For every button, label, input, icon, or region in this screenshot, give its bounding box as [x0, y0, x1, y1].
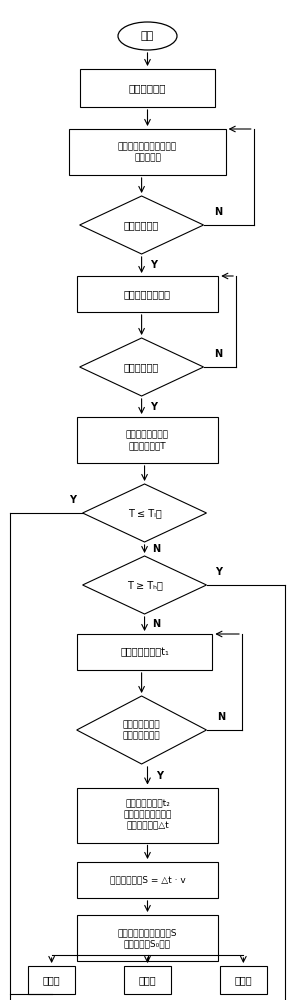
Text: N: N	[214, 207, 222, 217]
Text: 记录下降沿时间t₁: 记录下降沿时间t₁	[120, 647, 169, 657]
Text: 合格率: 合格率	[139, 975, 156, 985]
Text: Y: Y	[156, 771, 163, 781]
Text: 下升沿触发？: 下升沿触发？	[124, 362, 159, 372]
FancyBboxPatch shape	[77, 862, 218, 898]
FancyBboxPatch shape	[124, 966, 171, 994]
Text: 开启上升沿、下降沿捕获
及溢出中断: 开启上升沿、下降沿捕获 及溢出中断	[118, 142, 177, 162]
Text: 定时器初始化: 定时器初始化	[129, 83, 166, 93]
FancyBboxPatch shape	[77, 788, 218, 842]
Text: T ≤ Tₗ？: T ≤ Tₗ？	[128, 508, 161, 518]
FancyBboxPatch shape	[77, 417, 218, 463]
Text: 上升沿触发？: 上升沿触发？	[124, 220, 159, 230]
FancyBboxPatch shape	[220, 966, 267, 994]
Text: Y: Y	[69, 495, 76, 505]
FancyBboxPatch shape	[28, 966, 75, 994]
Text: N: N	[152, 544, 160, 554]
Polygon shape	[83, 556, 206, 614]
Text: 下一个电平信号
的下升沿触发？: 下一个电平信号 的下升沿触发？	[123, 720, 160, 740]
Text: 开始记录遮光时间: 开始记录遮光时间	[124, 289, 171, 299]
Text: T ≥ Tₕ？: T ≥ Tₕ？	[127, 580, 163, 590]
Polygon shape	[77, 696, 206, 764]
Text: N: N	[214, 349, 222, 359]
Text: Y: Y	[150, 401, 157, 412]
FancyBboxPatch shape	[77, 634, 212, 670]
Polygon shape	[80, 196, 204, 254]
FancyBboxPatch shape	[77, 915, 218, 961]
Text: Y: Y	[215, 567, 222, 577]
Polygon shape	[83, 484, 206, 542]
FancyBboxPatch shape	[69, 129, 226, 175]
Text: 记录下降沿时间t₂
得到前后两粒种子的
下落时间间隔△t: 记录下降沿时间t₂ 得到前后两粒种子的 下落时间间隔△t	[123, 799, 172, 831]
Text: 重播率: 重播率	[235, 975, 252, 985]
Text: 根据国标，将实际株距S
与理论株距S₀比较: 根据国标，将实际株距S 与理论株距S₀比较	[118, 928, 177, 948]
Text: 开始: 开始	[141, 31, 154, 41]
Ellipse shape	[118, 22, 177, 50]
Polygon shape	[80, 338, 204, 396]
FancyBboxPatch shape	[77, 276, 218, 312]
Text: 实际播种株距S = △t · v: 实际播种株距S = △t · v	[110, 876, 185, 884]
Text: N: N	[217, 712, 225, 722]
Text: Y: Y	[150, 260, 157, 270]
Text: 结束记录遮光时间
得到遮光时间T: 结束记录遮光时间 得到遮光时间T	[126, 430, 169, 450]
Text: N: N	[152, 619, 160, 629]
Text: 漏播率: 漏播率	[43, 975, 60, 985]
FancyBboxPatch shape	[80, 69, 215, 107]
